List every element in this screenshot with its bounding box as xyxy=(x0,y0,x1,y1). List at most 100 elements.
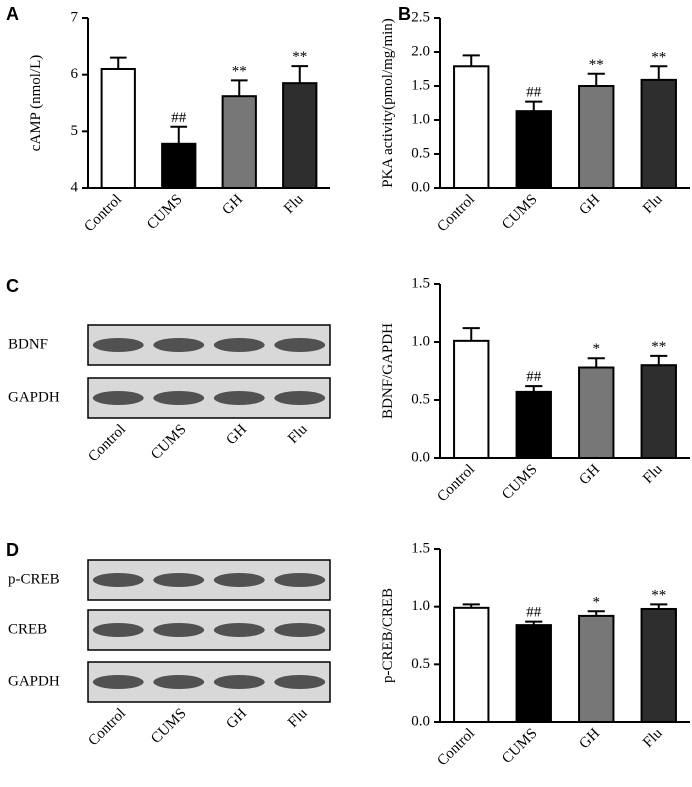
blot-band xyxy=(92,623,144,637)
bar xyxy=(282,82,318,189)
y-tick-label: 0.0 xyxy=(411,179,430,195)
blot-band xyxy=(153,675,205,689)
x-tick-label: GH xyxy=(576,725,603,752)
blot-row-label: GAPDH xyxy=(8,389,60,405)
y-tick-label: 4 xyxy=(71,179,79,195)
blot-band xyxy=(153,338,205,352)
blot-band xyxy=(213,338,265,352)
blot-band xyxy=(274,675,326,689)
bar xyxy=(453,65,490,189)
significance: * xyxy=(593,594,601,610)
blot-band xyxy=(213,391,265,405)
x-tick-label: Control xyxy=(434,192,478,236)
blot-band xyxy=(92,391,144,405)
y-tick-label: 6 xyxy=(71,66,79,82)
y-axis-label: BDNF/GAPDH xyxy=(380,323,396,419)
blot-row-label: p-CREB xyxy=(8,571,60,587)
x-tick-label: Control xyxy=(434,726,478,770)
bar xyxy=(640,607,677,723)
bar xyxy=(578,85,615,189)
significance: ** xyxy=(651,49,666,65)
significance: ## xyxy=(526,369,542,385)
significance: ## xyxy=(171,110,187,126)
x-tick-label: CUMS xyxy=(499,726,540,767)
lane-label: Flu xyxy=(285,705,311,731)
y-tick-label: 0.0 xyxy=(411,713,430,729)
y-tick-label: 1.0 xyxy=(411,598,430,614)
y-tick-label: 1.5 xyxy=(411,540,430,556)
x-tick-label: CUMS xyxy=(144,192,185,233)
y-axis-label: PKA activity(pmol/mg/min) xyxy=(380,18,396,188)
x-tick-label: Flu xyxy=(640,725,666,751)
blot-band xyxy=(274,391,326,405)
lane-label: Flu xyxy=(285,421,311,447)
bar xyxy=(640,78,677,189)
bar xyxy=(515,624,552,723)
significance: ** xyxy=(589,57,604,73)
y-axis-label: cAMP (nmol/L) xyxy=(28,55,44,152)
x-tick-label: Flu xyxy=(640,461,666,487)
x-tick-label: CUMS xyxy=(499,192,540,233)
x-tick-label: Control xyxy=(81,192,125,236)
lane-label: Control xyxy=(85,422,129,466)
blot-row-label: CREB xyxy=(8,621,47,637)
blot-band xyxy=(92,573,144,587)
y-tick-label: 1.5 xyxy=(411,275,430,291)
panel-letter: A xyxy=(6,4,19,24)
blot-band xyxy=(274,338,326,352)
lane-label: GH xyxy=(223,421,250,448)
y-tick-label: 0.5 xyxy=(411,391,430,407)
y-tick-label: 0.5 xyxy=(411,145,430,161)
bar xyxy=(221,95,257,189)
panel-letter: D xyxy=(6,540,19,560)
x-tick-label: Flu xyxy=(281,191,307,217)
significance: ## xyxy=(526,85,542,101)
blot-band xyxy=(274,623,326,637)
bar xyxy=(578,366,615,459)
blot-band xyxy=(153,573,205,587)
blot-band xyxy=(153,623,205,637)
blot-band xyxy=(153,391,205,405)
lane-label: Control xyxy=(85,706,129,750)
blot-band xyxy=(213,573,265,587)
y-tick-label: 5 xyxy=(71,123,79,139)
bar xyxy=(578,614,615,723)
lane-label: CUMS xyxy=(148,706,189,747)
lane-label: GH xyxy=(223,705,250,732)
y-tick-label: 1.5 xyxy=(411,77,430,93)
y-tick-label: 0.0 xyxy=(411,449,430,465)
blot-band xyxy=(213,675,265,689)
y-tick-label: 2.5 xyxy=(411,9,430,25)
blot-band xyxy=(92,338,144,352)
y-tick-label: 1.0 xyxy=(411,111,430,127)
significance: ** xyxy=(292,49,307,65)
y-tick-label: 7 xyxy=(71,9,79,25)
blot-band xyxy=(274,573,326,587)
y-tick-label: 0.5 xyxy=(411,656,430,672)
blot-row-label: GAPDH xyxy=(8,673,60,689)
significance: * xyxy=(593,341,601,357)
x-tick-label: GH xyxy=(219,191,246,218)
bar xyxy=(453,339,490,459)
significance: ** xyxy=(651,587,666,603)
bar xyxy=(161,142,197,190)
bar xyxy=(515,390,552,460)
y-tick-label: 1.0 xyxy=(411,333,430,349)
blot-row-label: BDNF xyxy=(8,336,48,352)
blot-band xyxy=(92,675,144,689)
x-tick-label: CUMS xyxy=(499,462,540,503)
bar xyxy=(515,110,552,189)
significance: ## xyxy=(526,605,542,621)
significance: ** xyxy=(651,339,666,355)
bar xyxy=(453,606,490,724)
bar xyxy=(100,68,136,189)
significance: ** xyxy=(232,63,247,79)
x-tick-label: GH xyxy=(576,191,603,218)
blot-band xyxy=(213,623,265,637)
panel-letter: B xyxy=(398,4,411,24)
y-tick-label: 2.0 xyxy=(411,43,430,59)
lane-label: CUMS xyxy=(148,422,189,463)
bar xyxy=(640,364,677,460)
panel-letter: C xyxy=(6,276,19,296)
